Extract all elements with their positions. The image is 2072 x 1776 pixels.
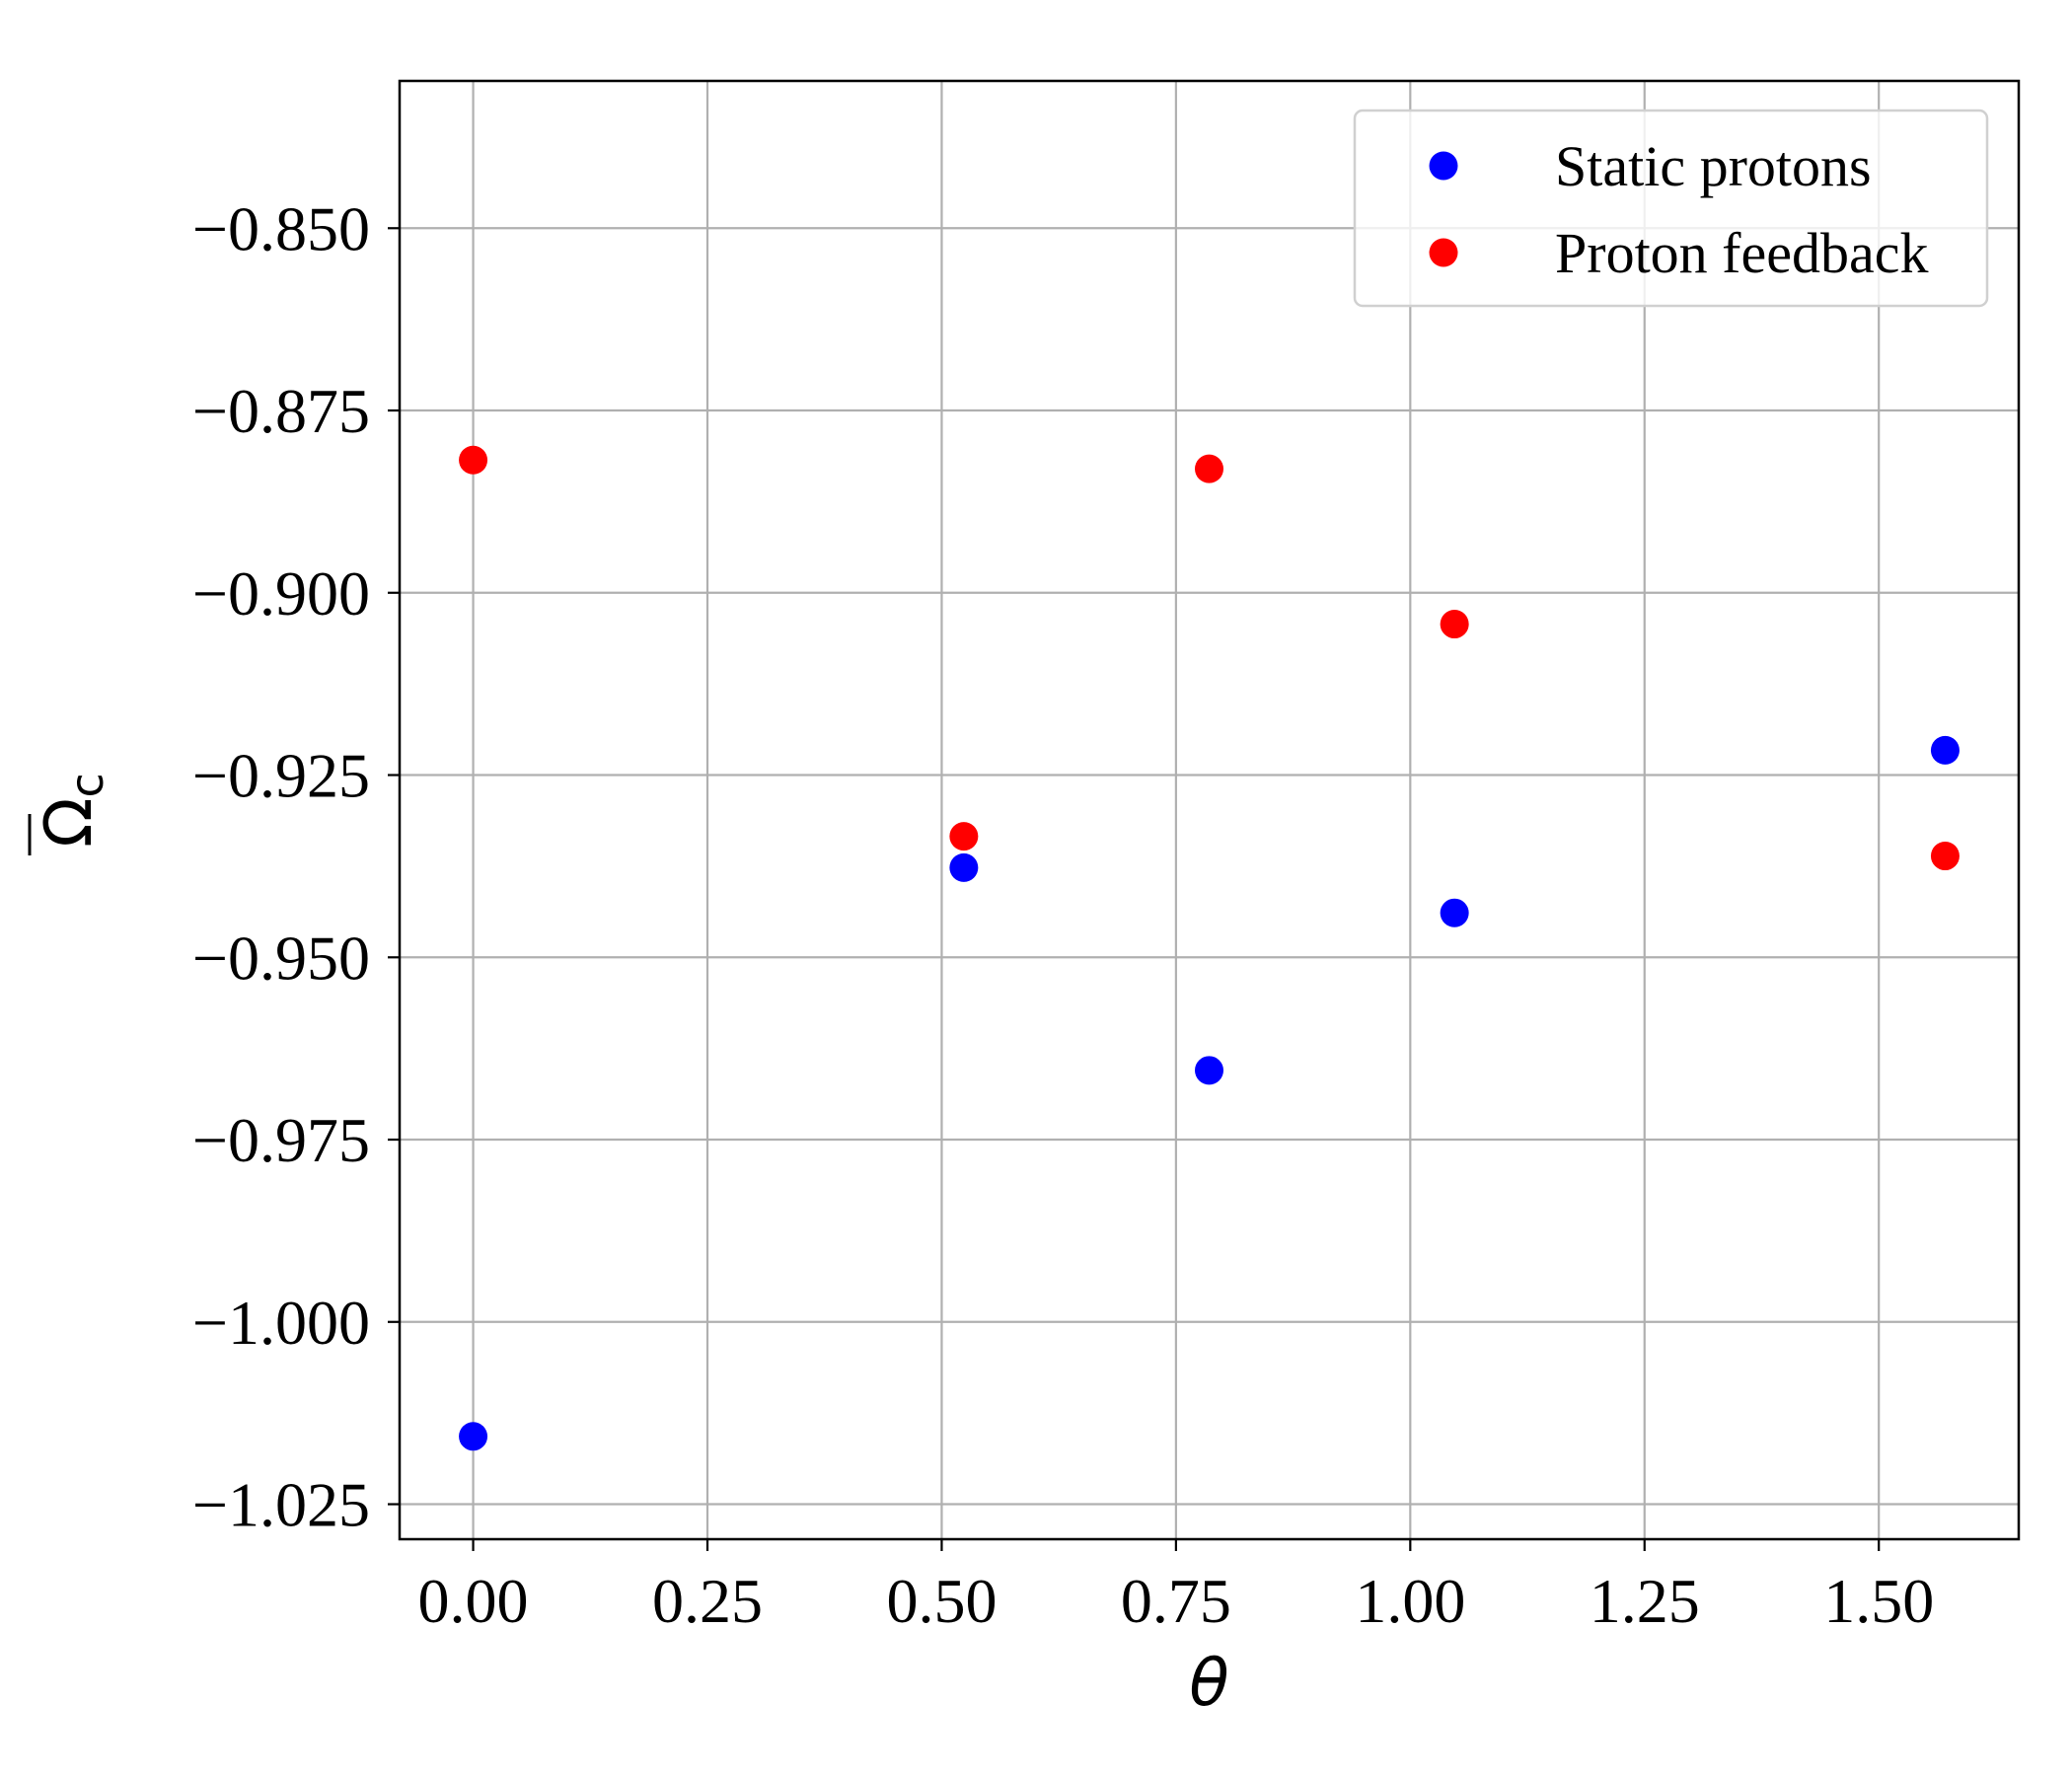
y-tick-label: −0.850 <box>192 193 370 263</box>
plot-area-frame <box>398 79 2021 1541</box>
data-point-proton-feedback <box>459 445 488 475</box>
x-tick-label: 0.00 <box>418 1566 529 1636</box>
x-tick-label: 0.50 <box>886 1566 997 1636</box>
data-point-proton-feedback <box>1930 842 1960 871</box>
x-tick-label: 1.00 <box>1355 1566 1465 1636</box>
x-tick-label: 0.25 <box>652 1566 763 1636</box>
data-point-proton-feedback <box>1195 454 1223 483</box>
data-point-static-protons <box>1930 735 1960 765</box>
y-tick-label: −0.975 <box>192 1105 370 1175</box>
data-point-proton-feedback <box>949 822 979 851</box>
data-point-static-protons <box>949 852 979 882</box>
y-tick-label: −1.000 <box>192 1288 370 1358</box>
data-point-static-protons <box>1195 1056 1223 1085</box>
legend-marker <box>1429 238 1458 267</box>
y-tick-label: −0.925 <box>192 741 370 811</box>
legend-entries: Static protons Proton feedback <box>1429 134 1928 285</box>
x-tick-label: 1.25 <box>1590 1566 1700 1636</box>
legend-box <box>1353 109 1989 308</box>
data-point-proton-feedback <box>1440 610 1469 639</box>
y-tick-label: −0.900 <box>192 558 370 629</box>
data-point-static-protons <box>459 1422 488 1451</box>
x-axis-label: θ <box>1189 1645 1228 1721</box>
x-tick-label: 1.50 <box>1823 1566 1934 1636</box>
legend-label: Static protons <box>1555 134 1872 198</box>
y-tick-label: −1.025 <box>192 1470 370 1540</box>
data-point-static-protons <box>1440 898 1469 927</box>
legend-label: Proton feedback <box>1555 221 1928 285</box>
x-tick-label: 0.75 <box>1121 1566 1231 1636</box>
y-axis-label: Ωc <box>28 773 113 855</box>
y-tick-label: −0.875 <box>192 376 370 446</box>
legend: Static protons Proton feedback <box>1353 109 1989 308</box>
data-points <box>459 445 1960 1451</box>
y-tick-label: −0.950 <box>192 923 370 993</box>
axis-ticks: 0.00 0.25 0.50 0.75 1.00 1.25 1.50 −0.850 −0.875… <box>192 193 1934 1636</box>
y-axis-label-text: Ωc <box>31 773 113 848</box>
grid <box>400 81 2019 1539</box>
legend-marker <box>1429 151 1458 181</box>
